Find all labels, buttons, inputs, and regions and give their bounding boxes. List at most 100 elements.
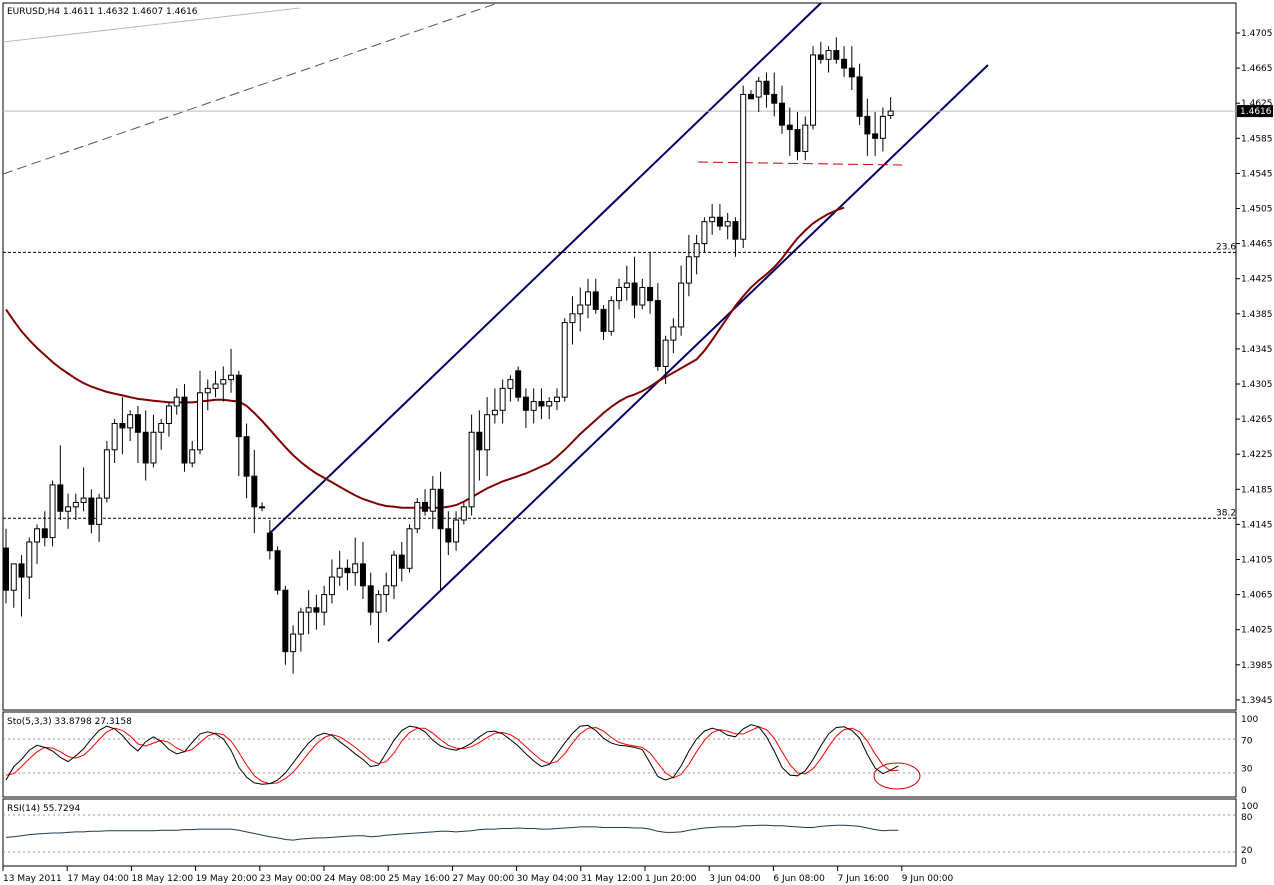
stoch-tick-label: 100 [1241,715,1258,725]
fib-level-label: 23.6 [1216,242,1236,252]
candle [150,414,157,468]
candle [887,97,894,119]
candle [740,85,747,248]
time-tick-label: 31 May 12:00 [581,874,643,884]
candle [732,217,739,257]
price-tick-label: 1.4305 [1241,380,1273,390]
candle [460,502,467,525]
time-tick-label: 23 May 00:00 [260,874,322,884]
price-tick-label: 1.4625 [1241,99,1273,109]
candle [383,572,390,613]
candle [592,278,599,314]
candle [569,296,576,345]
candle [654,283,661,371]
main-chart-title: EURUSD,H4 1.4611 1.4632 1.4607 1.4616 [7,7,198,17]
time-tick-label: 17 May 04:00 [67,874,129,884]
candle [879,107,886,152]
price-tick-label: 1.4025 [1241,626,1273,636]
dashed-trendline[interactable] [3,3,496,175]
candle [10,563,17,608]
candle [701,217,708,253]
time-tick-label: 3 Jun 04:00 [709,874,761,884]
candle [111,419,118,463]
time-tick-label: 1 Jun 20:00 [645,874,697,884]
candle [181,384,188,472]
candle [678,265,685,336]
price-tick-label: 1.4145 [1241,520,1273,530]
support-dashed-line[interactable] [697,161,903,166]
price-tick-label: 1.4585 [1241,134,1273,144]
candle [662,335,669,384]
candle [391,550,397,599]
candle [585,278,591,319]
stoch-signal-line [5,726,899,785]
candle [856,63,863,126]
candle [344,559,351,591]
candle [72,493,79,521]
candle [429,476,436,529]
fib-level-label: 38.2 [1216,508,1236,518]
price-tick-label: 1.4705 [1241,29,1273,39]
candle [802,116,809,161]
price-tick-label: 1.3985 [1241,661,1273,671]
time-tick-label: 24 May 08:00 [324,874,386,884]
candle [352,537,359,586]
candle [763,72,770,108]
channel-lower-line[interactable] [387,64,989,642]
candle [220,366,227,402]
candle [841,46,848,77]
candle [685,234,692,297]
candle [755,76,762,112]
candle [212,370,219,398]
time-tick-label: 30 May 04:00 [517,874,579,884]
candle [422,489,429,516]
candle [375,590,382,643]
candle [57,445,64,521]
candle [515,366,522,402]
candle [616,278,623,310]
time-tick-label: 27 May 00:00 [452,874,514,884]
candle [134,405,141,463]
candle [491,388,498,424]
candle [484,397,491,477]
stoch-main-line [5,724,899,785]
candle [251,449,258,534]
candle [476,410,483,481]
stoch-panel[interactable] [2,711,1237,798]
candle [305,590,312,635]
rsi-panel[interactable] [2,798,1237,867]
current-price-label: 1.4616 [1240,107,1272,117]
candle [80,467,87,512]
candle [173,388,180,415]
candle [709,204,716,235]
candle [810,46,817,130]
candle [414,498,421,534]
candle [49,480,56,547]
candle [825,46,832,73]
current-price-marker: 1.4616 [1237,105,1273,118]
time-tick-label: 6 Jun 08:00 [773,874,825,884]
candle [336,550,343,586]
price-tick-label: 1.4505 [1241,205,1273,215]
rsi-tick-label: 20 [1241,846,1253,856]
candle [88,489,95,534]
rsi-tick-label: 80 [1241,813,1253,823]
candle [18,555,25,617]
candle [647,252,654,314]
candle [3,528,9,604]
candle [41,511,48,547]
candle [359,541,366,599]
candle [235,370,242,477]
price-tick-label: 1.4225 [1241,450,1273,460]
candle [367,572,374,626]
faint-trendline[interactable] [3,7,301,43]
candle [779,85,785,134]
candle [499,379,506,424]
candle [65,493,72,529]
channel-upper-line[interactable] [267,2,823,536]
price-tick-label: 1.4265 [1241,415,1273,425]
candle [437,471,444,591]
main-panel[interactable] [2,2,1237,711]
candle [274,546,281,595]
candle [259,502,266,512]
